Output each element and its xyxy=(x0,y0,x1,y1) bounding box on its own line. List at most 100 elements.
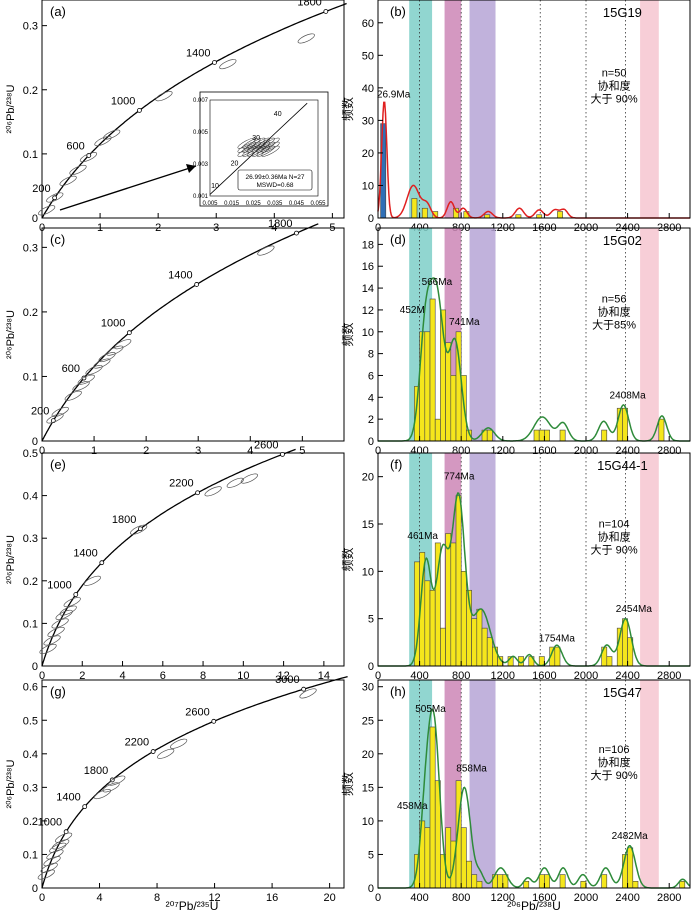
sample-name: 15G47 xyxy=(603,685,642,700)
age-node xyxy=(126,330,132,336)
age-label: 1400 xyxy=(168,269,192,281)
inset-x-tick-label: 0.035 xyxy=(267,201,283,207)
age-label: 1000 xyxy=(111,95,135,107)
histogram-bar xyxy=(471,874,478,889)
y-tick-label: 30 xyxy=(362,115,374,127)
histogram-bar xyxy=(429,726,436,889)
y-tick-label: 5 xyxy=(368,849,374,861)
y-tick-label: 30 xyxy=(362,682,374,694)
y-tick-label: 0 xyxy=(32,661,38,673)
inset-y-tick-label: 0.007 xyxy=(193,98,209,104)
plot-frame xyxy=(41,452,345,667)
age-node xyxy=(99,560,105,566)
stats-line: 大于 90% xyxy=(591,768,638,782)
data-ellipse xyxy=(299,688,317,699)
age-label: 3000 xyxy=(275,674,299,686)
histogram-bar xyxy=(554,646,561,667)
y-axis-title: 频数 xyxy=(340,547,355,571)
age-label: 2600 xyxy=(254,439,278,451)
histogram-bar xyxy=(544,429,550,442)
y-axis-title: 频数 xyxy=(340,97,355,121)
data-ellipse xyxy=(170,738,188,749)
data-ellipse xyxy=(77,374,95,385)
data-ellipse xyxy=(38,205,56,216)
inset-plot: 0.005 0.015 0.025 0.035 0.045 0.055 0.007 0.005… xyxy=(193,91,329,207)
x-tick-label: 2800 xyxy=(657,445,681,457)
histogram-bar xyxy=(471,618,478,667)
sample-name: 15G44-1 xyxy=(597,458,648,473)
age-node xyxy=(52,195,58,201)
x-tick-label: 3 xyxy=(195,445,201,457)
inset-arrowhead xyxy=(186,164,196,173)
data-ellipse xyxy=(157,748,175,759)
inset-age-label: 40 xyxy=(274,111,282,118)
histogram-bar xyxy=(450,375,457,442)
x-tick-label: 4 xyxy=(96,892,102,904)
x-tick-label: 2000 xyxy=(574,670,598,682)
age-label: 1400 xyxy=(186,47,210,59)
y-tick-label: 0 xyxy=(368,661,374,673)
age-band xyxy=(469,680,496,888)
data-ellipse xyxy=(83,575,101,586)
data-ellipse xyxy=(55,609,73,620)
y-tick-label: 0 xyxy=(368,213,374,225)
inset-ellipse xyxy=(261,137,280,149)
histogram-bar xyxy=(476,608,483,667)
data-ellipse xyxy=(106,345,124,356)
y-tick-label: 0 xyxy=(368,883,374,895)
age-band xyxy=(444,0,462,218)
x-tick-label: 1600 xyxy=(532,445,556,457)
plot-frame xyxy=(377,227,691,442)
x-tick-label: 1600 xyxy=(532,892,556,904)
stats-line: n=56 xyxy=(602,294,627,306)
plot-frame xyxy=(41,0,345,219)
x-tick-label: 0 xyxy=(39,670,45,682)
age-node xyxy=(150,749,156,754)
data-ellipse xyxy=(130,524,148,535)
data-ellipse xyxy=(51,406,69,417)
peak-label: 741Ma xyxy=(449,317,480,328)
sample-name: 15G02 xyxy=(603,233,642,248)
data-ellipse xyxy=(39,643,57,654)
age-node xyxy=(73,592,79,597)
age-label: 1800 xyxy=(268,218,292,230)
x-tick-label: 2000 xyxy=(574,892,598,904)
histogram-bar xyxy=(632,880,639,889)
x-tick-label: 800 xyxy=(452,892,470,904)
x-tick-label: 2000 xyxy=(574,445,598,457)
y-axis-title: ²⁰⁶Pb/²³⁸U xyxy=(5,84,17,133)
x-tick-label: 2800 xyxy=(657,892,681,904)
x-tick-label: 20 xyxy=(323,892,335,904)
histogram-bar xyxy=(411,198,418,219)
age-label: 2200 xyxy=(169,478,193,490)
data-ellipse xyxy=(94,136,112,147)
inset-x-tick-label: 0.005 xyxy=(202,201,218,207)
histogram-bar xyxy=(601,874,608,889)
panel-label: (c) xyxy=(50,232,65,247)
data-ellipse xyxy=(47,626,65,637)
x-tick-label: 400 xyxy=(410,670,428,682)
age-band xyxy=(469,0,496,218)
x-tick-label: 0 xyxy=(375,445,381,457)
y-tick-label: 20 xyxy=(362,148,374,160)
inset-y-tick-label: 0.003 xyxy=(193,162,209,168)
data-ellipse xyxy=(69,164,87,175)
plot-frame xyxy=(41,679,345,889)
plot-frame xyxy=(377,679,691,889)
data-ellipse xyxy=(59,175,77,186)
age-node xyxy=(194,282,200,287)
data-ellipse xyxy=(155,91,173,102)
histogram-bar xyxy=(466,860,472,889)
data-ellipse xyxy=(40,862,58,873)
histogram-bar xyxy=(601,429,608,442)
peak-label: 566Ma xyxy=(422,277,453,288)
panel-label: (e) xyxy=(50,457,66,472)
data-ellipse xyxy=(219,59,237,70)
x-tick-label: 12 xyxy=(208,892,220,904)
y-tick-label: 0.3 xyxy=(23,782,38,794)
histogram-bar xyxy=(557,211,563,219)
x-tick-label: 0 xyxy=(375,670,381,682)
stats-line: n=104 xyxy=(599,519,630,531)
y-tick-label: 0.2 xyxy=(23,816,38,828)
